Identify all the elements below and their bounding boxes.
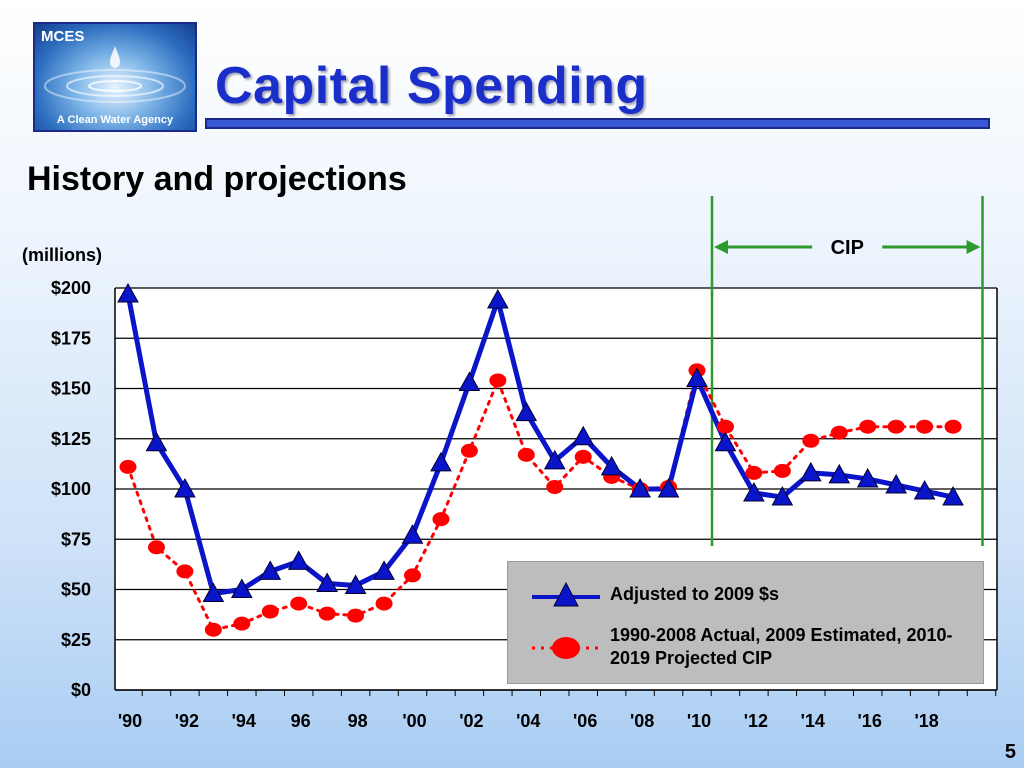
adjusted-point — [344, 574, 367, 594]
legend-triangle-marker-icon — [532, 581, 600, 607]
actual-point — [517, 447, 535, 462]
adjusted-point — [913, 479, 936, 500]
adjusted-point — [202, 582, 225, 603]
adjusted-point — [145, 431, 168, 452]
adjusted-point — [515, 401, 538, 422]
y-tick-label: $50 — [61, 580, 91, 600]
chart-legend: Adjusted to 2009 $s 1990-2008 Actual, 20… — [507, 561, 984, 684]
legend-label-adjusted: Adjusted to 2009 $s — [610, 584, 780, 604]
x-tick-label: '90 — [118, 711, 142, 731]
actual-point — [261, 604, 279, 619]
cip-arrow-left-head — [714, 240, 728, 254]
adjusted-point — [942, 486, 964, 506]
actual-point — [546, 479, 564, 494]
adjusted-point — [401, 524, 424, 544]
y-tick-label: $100 — [51, 479, 91, 499]
adjusted-point — [316, 572, 338, 592]
legend-circle-marker-icon — [532, 637, 600, 659]
x-tick-label: '06 — [573, 711, 597, 731]
actual-point — [716, 419, 734, 434]
actual-point — [773, 463, 791, 478]
x-tick-label: '94 — [232, 711, 256, 731]
adjusted-point — [230, 578, 253, 598]
actual-point — [404, 568, 421, 583]
mces-logo: MCES A Clean Water Agency — [33, 22, 197, 132]
y-tick-label: $150 — [51, 379, 91, 399]
adjusted-point — [743, 481, 765, 502]
actual-point — [176, 564, 194, 579]
adjusted-point — [458, 371, 481, 391]
x-tick-label: '18 — [914, 711, 938, 731]
x-tick-label: '00 — [402, 711, 426, 731]
y-units-label: (millions) — [22, 245, 102, 265]
adjusted-point — [117, 283, 139, 303]
actual-point — [432, 512, 450, 527]
adjusted-point — [657, 477, 680, 498]
logo-tagline: A Clean Water Agency — [56, 114, 174, 126]
actual-point — [916, 419, 934, 434]
x-tick-label: '12 — [744, 711, 768, 731]
x-tick-label: '14 — [801, 711, 825, 731]
page-subtitle: History and projections — [27, 160, 407, 198]
actual-point — [489, 373, 507, 388]
actual-point — [830, 425, 848, 440]
actual-point — [745, 465, 763, 480]
adjusted-point — [686, 367, 708, 387]
adjusted-point — [856, 467, 879, 488]
adjusted-point — [430, 451, 452, 472]
x-tick-label: '04 — [516, 711, 540, 731]
page-number: 5 — [1004, 741, 1016, 763]
x-tick-label: 98 — [348, 711, 368, 731]
y-tick-label: $125 — [51, 429, 91, 449]
legend-item-actual: 1990-2008 Actual, 2009 Estimated, 2010-2… — [508, 624, 983, 674]
y-tick-label: $0 — [71, 680, 91, 700]
legend-item-adjusted: Adjusted to 2009 $s — [508, 580, 983, 610]
actual-point — [204, 622, 222, 637]
x-tick-label: '92 — [175, 711, 199, 731]
adjusted-point — [487, 289, 509, 309]
logo-name: MCES — [41, 28, 85, 45]
actual-point — [347, 608, 365, 623]
y-tick-label: $75 — [61, 529, 91, 549]
actual-point — [802, 433, 820, 448]
actual-point — [887, 419, 905, 434]
cip-arrow-right-head — [966, 240, 981, 254]
actual-point — [375, 596, 393, 611]
x-tick-label: '08 — [630, 711, 654, 731]
adjusted-point — [543, 449, 566, 470]
adjusted-point — [600, 455, 623, 476]
actual-point — [290, 596, 308, 611]
x-tick-label: '02 — [459, 711, 483, 731]
y-tick-label: $175 — [51, 328, 91, 348]
legend-label-actual: 1990-2008 Actual, 2009 Estimated, 2010-2… — [610, 625, 953, 668]
water-drop-icon — [44, 46, 186, 103]
adjusted-point — [373, 560, 395, 580]
page-title: Capital Spending — [215, 57, 648, 115]
adjusted-point — [828, 463, 851, 484]
actual-point — [859, 419, 877, 434]
adjusted-point — [714, 431, 737, 452]
actual-point — [119, 459, 137, 474]
actual-point — [574, 449, 592, 464]
y-tick-label: $200 — [51, 278, 91, 298]
x-tick-label: '10 — [687, 711, 711, 731]
title-underline — [205, 118, 990, 129]
actual-point — [233, 616, 251, 631]
adjusted-point — [771, 486, 794, 506]
adjusted-point — [259, 560, 282, 580]
adjusted-point — [572, 425, 595, 446]
y-tick-label: $25 — [61, 630, 91, 650]
actual-point — [460, 443, 478, 458]
adjusted-point — [629, 477, 651, 498]
actual-point — [318, 606, 336, 621]
actual-point — [944, 419, 962, 434]
cip-label: CIP — [831, 237, 864, 259]
x-tick-label: 96 — [291, 711, 311, 731]
x-tick-label: '16 — [858, 711, 882, 731]
actual-point — [147, 540, 165, 555]
adjusted-point — [799, 461, 822, 482]
adjusted-point — [885, 473, 907, 494]
adjusted-point — [174, 477, 196, 498]
adjusted-point — [287, 550, 310, 570]
